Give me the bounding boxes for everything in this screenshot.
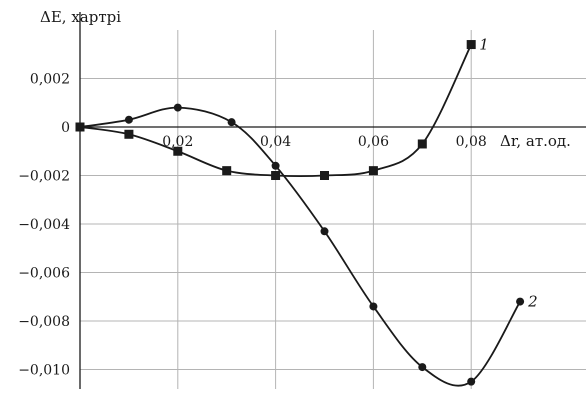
- x-tick-label: 0,08: [456, 134, 487, 150]
- series-1-point: [173, 146, 183, 156]
- series-1-point: [271, 171, 281, 180]
- series-1-point: [466, 40, 476, 50]
- axes: [79, 12, 586, 389]
- y-axis-title: ΔE, хартрі: [40, 8, 121, 26]
- series-2-point: [418, 363, 427, 372]
- series-1-point: [417, 139, 427, 149]
- series-2-point: [173, 103, 182, 112]
- y-tick-label: −0,004: [18, 217, 70, 233]
- y-tick-label: 0,002: [30, 72, 70, 88]
- y-tick-label: −0,006: [18, 266, 70, 282]
- series-2-point: [76, 123, 84, 131]
- series-2-line: [79, 106, 521, 387]
- x-tick-label: 0,06: [358, 134, 389, 150]
- x-axis-title: Δr, ат.од.: [500, 132, 571, 150]
- series-2-point: [369, 302, 378, 311]
- y-tick-label: −0,010: [18, 363, 70, 379]
- series: [75, 40, 525, 387]
- x-tick-label: 0,04: [260, 134, 291, 150]
- series-1-point: [320, 171, 329, 180]
- series-2-point: [467, 377, 476, 386]
- series-2-point: [124, 115, 133, 124]
- y-tick-label: −0,002: [18, 169, 70, 185]
- labels: ΔE, хартрі Δr, ат.од. 0,02 0,04 0,06 0,08 0,…: [18, 8, 571, 379]
- series-2-point: [516, 297, 525, 306]
- series-1-point: [124, 129, 134, 139]
- y-tick-label: 0: [61, 120, 70, 136]
- y-tick-label: −0,008: [18, 314, 70, 330]
- series-2-point: [271, 161, 280, 170]
- series-1-label: 1: [479, 36, 489, 54]
- series-2-label: 2: [527, 293, 538, 311]
- series-2-point: [320, 227, 329, 236]
- series-1-point: [368, 166, 378, 176]
- x-tick-label: 0,02: [162, 134, 193, 150]
- grid: [80, 30, 586, 389]
- series-2-point: [227, 118, 236, 127]
- series-1-point: [222, 166, 232, 176]
